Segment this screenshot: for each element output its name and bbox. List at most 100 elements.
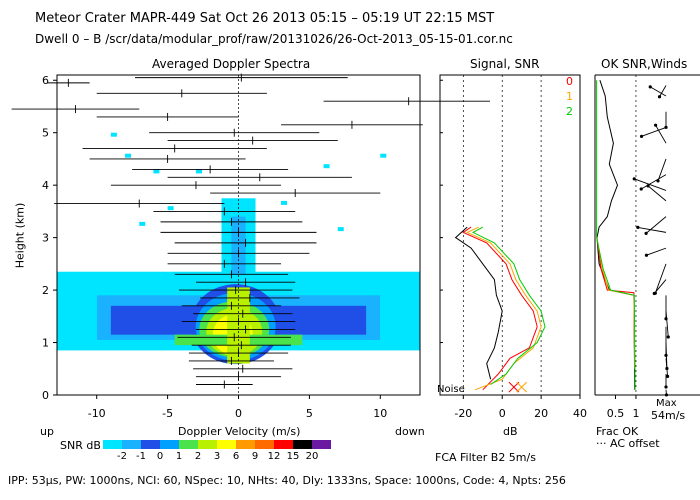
wind-arrow-head xyxy=(632,177,636,181)
y-tick-label: 6 xyxy=(42,74,49,87)
wind-arrow-head xyxy=(644,253,649,257)
wind-arrow-head xyxy=(664,393,669,397)
signal-x-tick-label: 40 xyxy=(573,407,587,420)
heatmap-speck xyxy=(380,153,387,158)
signal-x-tick-label: -20 xyxy=(454,407,472,420)
wind-arrow-head xyxy=(646,184,650,188)
snr-scale-label: SNR dB xyxy=(60,439,101,452)
wind-arrow-head xyxy=(666,335,670,339)
wind-arrow-head xyxy=(657,95,662,99)
signal-series-0 xyxy=(462,226,538,391)
winds-x-tick-label: 0.5 xyxy=(607,407,625,420)
velocity-axis-label: Doppler Velocity (m/s) xyxy=(178,425,301,438)
wind-arrow-head xyxy=(636,225,640,230)
fracok-series-Frac OK xyxy=(596,80,636,390)
colorbar-swatch xyxy=(312,440,331,449)
colorbar-level: 6 xyxy=(233,451,239,462)
wind-arrow xyxy=(653,279,667,294)
heatmap-speck xyxy=(139,221,146,226)
plot-header-line1: Meteor Crater MAPR-449 Sat Oct 26 2013 0… xyxy=(35,11,495,26)
heatmap-speck xyxy=(337,227,344,232)
colorbar-swatch xyxy=(122,440,141,449)
ac-offset-label: ··· AC offset xyxy=(596,437,660,450)
max-label: Max xyxy=(656,398,677,409)
y-tick-label: 3 xyxy=(42,232,49,245)
heatmap-speck xyxy=(110,132,117,137)
colorbar-swatch xyxy=(236,440,255,449)
x-tick-label: 10 xyxy=(373,407,387,420)
heatmap-plume-core xyxy=(231,216,246,275)
noise-label: Noise xyxy=(437,384,465,395)
wind-arrow-head xyxy=(654,123,658,127)
colorbar-level: 2 xyxy=(195,451,201,462)
colorbar-level: -1 xyxy=(136,451,146,462)
fracok-series-0 xyxy=(596,237,636,369)
colorbar-swatch xyxy=(255,440,274,449)
signal-axis-label: dB xyxy=(503,425,518,438)
colorbar-swatch xyxy=(179,440,198,449)
legend-0: 0 xyxy=(566,75,573,88)
fracok-series-2 xyxy=(596,80,636,390)
heatmap-speck xyxy=(323,164,330,169)
y-tick-label: 4 xyxy=(42,179,49,192)
signal-frame xyxy=(439,74,581,396)
colorbar-level: 12 xyxy=(268,451,281,462)
colorbar-swatch xyxy=(160,440,179,449)
spectral-width-bars xyxy=(11,73,490,389)
up-label: up xyxy=(40,425,54,438)
winds-title: OK SNR,Winds xyxy=(601,57,688,71)
wind-arrow-head xyxy=(648,85,652,89)
heatmap-speck xyxy=(195,169,202,174)
wind-arrow xyxy=(634,178,667,191)
fracok-series-1 xyxy=(596,237,636,369)
heatmap-speck xyxy=(125,153,132,158)
wind-arrow xyxy=(641,174,667,190)
y-tick-label: 0 xyxy=(42,389,49,402)
heatmap-speck xyxy=(281,200,288,205)
wind-arrow xyxy=(665,311,669,338)
x-tick-label: -5 xyxy=(162,407,173,420)
wind-arrow-head xyxy=(639,134,644,138)
colorbar-level: 0 xyxy=(157,451,163,462)
wind-arrow xyxy=(655,124,667,144)
y-tick-label: 1 xyxy=(42,337,49,350)
y-tick-label: 2 xyxy=(42,284,49,297)
y-tick-label: 5 xyxy=(42,127,49,140)
signal-cross xyxy=(516,381,528,393)
wind-arrow-head xyxy=(664,385,668,389)
legend-1: 1 xyxy=(566,90,573,103)
colorbar-swatch xyxy=(198,440,217,449)
wind-arrow-head xyxy=(639,187,643,191)
wind-arrow xyxy=(645,216,667,234)
signal-series-Signal xyxy=(454,226,503,380)
colorbar-swatch xyxy=(293,440,312,449)
x-tick-label: -10 xyxy=(88,407,106,420)
wind-arrow xyxy=(647,185,667,202)
wind-arrow xyxy=(646,247,667,256)
wind-arrow xyxy=(637,226,667,233)
colorbar-swatch xyxy=(103,440,122,449)
wind-arrow-head xyxy=(665,374,670,379)
colorbar-level: -2 xyxy=(117,451,127,462)
x-tick-label: 0 xyxy=(235,407,242,420)
colorbar-swatch xyxy=(141,440,160,449)
signal-series-2 xyxy=(472,226,546,385)
colorbar-swatch xyxy=(274,440,293,449)
signal-title: Signal, SNR xyxy=(470,57,540,71)
wind-arrow xyxy=(654,263,667,294)
wind-arrow xyxy=(650,86,667,97)
plot-header-line2: Dwell 0 – B /scr/data/modular_prof/raw/2… xyxy=(35,32,513,46)
spectra-title: Averaged Doppler Spectra xyxy=(152,57,311,71)
colorbar-swatch xyxy=(217,440,236,449)
heatmap-speck xyxy=(153,169,160,174)
filter-label: FCA Filter B2 5m/s xyxy=(435,451,536,464)
x-tick-label: 5 xyxy=(306,407,313,420)
down-label: down xyxy=(395,425,425,438)
heatmap-speck xyxy=(167,206,174,211)
wind-arrow xyxy=(657,158,667,182)
wind-arrow-head xyxy=(652,291,656,296)
radar-params-footer: IPP: 53µs, PW: 1000ns, NCI: 60, NSpec: 1… xyxy=(8,474,566,487)
legend-2: 2 xyxy=(566,105,573,118)
wind-arrow xyxy=(659,85,667,97)
